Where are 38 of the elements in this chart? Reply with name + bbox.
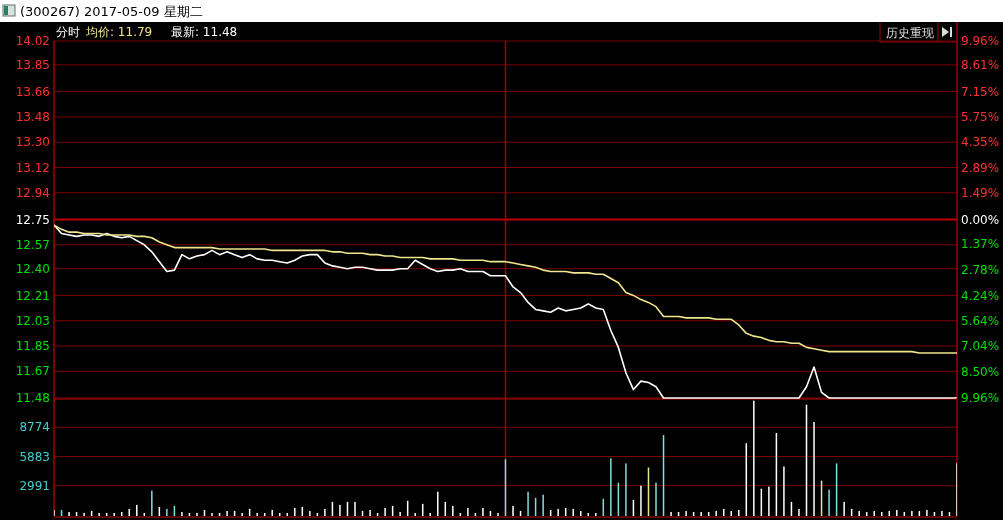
y-tick-label: 13.66 — [15, 84, 50, 99]
y-tick-label: 14.02 — [15, 34, 50, 49]
y2-tick-label: 5.75% — [961, 109, 1000, 124]
y2-tick-label: 4.35% — [961, 134, 1000, 149]
y-tick-label: 13.48 — [15, 110, 50, 125]
y2-tick-label: 2.89% — [961, 160, 1000, 175]
y-tick-label: 11.85 — [15, 339, 50, 354]
y-tick-label: 12.94 — [15, 186, 50, 200]
y2-tick-label: 1.49% — [961, 186, 1000, 200]
y2-tick-label: 4.24% — [961, 288, 1000, 303]
y-tick-label: 12.57 — [15, 238, 50, 252]
y2-tick-label: 1.37% — [961, 237, 1000, 252]
y-tick-label: 13.12 — [15, 160, 50, 175]
y2-tick-label: 9.96% — [961, 391, 1000, 406]
y2-tick-label: 8.61% — [961, 58, 1000, 73]
y-tick-label: 11.67 — [15, 364, 50, 379]
y-tick-label: 8774 — [19, 420, 50, 435]
y2-tick-label: 7.04% — [961, 338, 1000, 353]
y-tick-label: 12.03 — [15, 313, 50, 328]
y-tick-label: 12.75 — [15, 212, 50, 227]
y-tick-label: 12.40 — [15, 261, 50, 276]
y2-tick-label: 8.50% — [961, 365, 1000, 380]
y2-tick-label: 5.64% — [961, 313, 1000, 328]
y-tick-label: 12.21 — [15, 288, 50, 303]
y-tick-label: 2991 — [19, 478, 50, 493]
text: 历史重现 — [886, 26, 934, 40]
y2-tick-label: 0.00% — [961, 212, 1000, 227]
y2-tick-label: 9.96% — [961, 34, 1000, 49]
y2-tick-label: 2.78% — [961, 262, 1000, 277]
y-tick-label: 13.30 — [15, 135, 50, 150]
y-tick-label: 13.85 — [15, 58, 50, 73]
text: 分时 — [56, 25, 80, 39]
text: 均价: 11.79 — [85, 25, 153, 39]
y-tick-label: 5883 — [19, 449, 50, 464]
y-tick-label: 11.48 — [15, 391, 50, 406]
y2-tick-label: 7.15% — [961, 84, 1000, 99]
text: 最新: 11.48 — [171, 25, 238, 39]
chart-title: (300267) 2017-05-09 星期二 — [20, 4, 203, 19]
